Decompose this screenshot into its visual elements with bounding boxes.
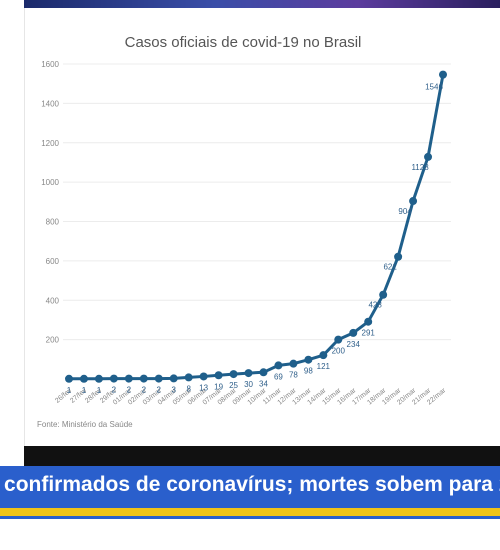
series-line-path bbox=[69, 74, 445, 381]
data-point bbox=[274, 361, 283, 370]
data-label: 69 bbox=[274, 372, 283, 381]
ticker-blue-stripe bbox=[0, 516, 500, 519]
y-tick-label: 400 bbox=[46, 296, 60, 305]
data-label: 291 bbox=[362, 329, 376, 338]
data-point bbox=[199, 372, 208, 381]
data-point bbox=[304, 355, 313, 364]
data-point bbox=[94, 374, 103, 383]
data-label: 428 bbox=[368, 301, 382, 310]
x-axis-ticks: 26/fev27/fev28/fev29/fev01/mar02/mar03/m… bbox=[54, 387, 448, 407]
dark-band bbox=[24, 446, 500, 466]
data-label: 200 bbox=[332, 347, 346, 356]
data-point bbox=[124, 374, 133, 383]
y-tick-label: 1400 bbox=[41, 99, 59, 108]
data-point bbox=[439, 70, 447, 79]
data-point bbox=[139, 374, 148, 383]
data-point bbox=[424, 152, 433, 161]
ticker-text: sos confirmados de coronavírus; mortes s… bbox=[0, 473, 500, 496]
data-label: 13 bbox=[199, 383, 208, 392]
series-points bbox=[65, 70, 447, 383]
y-tick-label: 600 bbox=[46, 257, 60, 266]
data-label: 98 bbox=[304, 367, 313, 376]
data-label: 1546 bbox=[425, 83, 443, 92]
data-point bbox=[154, 374, 163, 383]
data-label: 2 bbox=[127, 386, 132, 395]
data-label: 2 bbox=[157, 386, 162, 395]
data-label: 234 bbox=[347, 340, 361, 349]
ticker-yellow-stripe bbox=[0, 508, 500, 516]
data-point bbox=[349, 328, 358, 337]
data-point bbox=[319, 351, 328, 360]
data-label: 1 bbox=[97, 386, 102, 395]
grid-lines bbox=[63, 63, 451, 341]
data-label: 2 bbox=[142, 386, 147, 395]
data-point bbox=[334, 335, 343, 344]
data-point bbox=[289, 359, 298, 368]
covid-cases-chart: Casos oficiais de covid-19 no Brasil 200… bbox=[37, 34, 451, 429]
top-decorative-strip bbox=[24, 0, 500, 8]
y-axis-ticks: 200 400 600 800 1000 1200 1400 1600 bbox=[41, 60, 59, 345]
data-label: 2 bbox=[112, 386, 117, 395]
data-label: 78 bbox=[289, 371, 298, 380]
data-point bbox=[214, 371, 223, 380]
data-point bbox=[409, 197, 418, 206]
data-label: 25 bbox=[229, 381, 238, 390]
data-label: 19 bbox=[214, 382, 223, 391]
data-point bbox=[259, 368, 268, 377]
y-tick-label: 800 bbox=[46, 218, 60, 227]
series-line bbox=[69, 74, 445, 381]
data-point bbox=[79, 374, 88, 383]
data-label: 3 bbox=[171, 385, 176, 394]
data-label: 121 bbox=[317, 362, 331, 371]
data-point bbox=[184, 373, 193, 382]
source-note: Fonte: Ministério da Saúde bbox=[37, 420, 133, 429]
chart-panel: Casos oficiais de covid-19 no Brasil 200… bbox=[24, 8, 500, 446]
data-label: 621 bbox=[383, 263, 397, 272]
y-tick-label: 1200 bbox=[41, 139, 59, 148]
data-label: 1128 bbox=[411, 163, 429, 172]
data-label: 1 bbox=[82, 386, 87, 395]
news-ticker: sos confirmados de coronavírus; mortes s… bbox=[0, 466, 500, 508]
data-label: 1 bbox=[67, 386, 72, 395]
data-point bbox=[394, 252, 403, 261]
y-tick-label: 1000 bbox=[41, 178, 59, 187]
data-point bbox=[379, 290, 388, 299]
data-point bbox=[109, 374, 118, 383]
data-point bbox=[364, 317, 373, 326]
data-point bbox=[169, 374, 178, 383]
data-label: 34 bbox=[259, 379, 268, 388]
data-point bbox=[244, 369, 253, 378]
y-tick-label: 1600 bbox=[41, 60, 59, 69]
data-point bbox=[65, 374, 73, 383]
data-label: 30 bbox=[244, 380, 253, 389]
data-label: 8 bbox=[186, 384, 191, 393]
data-point bbox=[229, 370, 238, 379]
y-tick-label: 200 bbox=[46, 336, 60, 345]
data-label: 904 bbox=[398, 207, 412, 216]
chart-title: Casos oficiais de covid-19 no Brasil bbox=[125, 34, 362, 51]
